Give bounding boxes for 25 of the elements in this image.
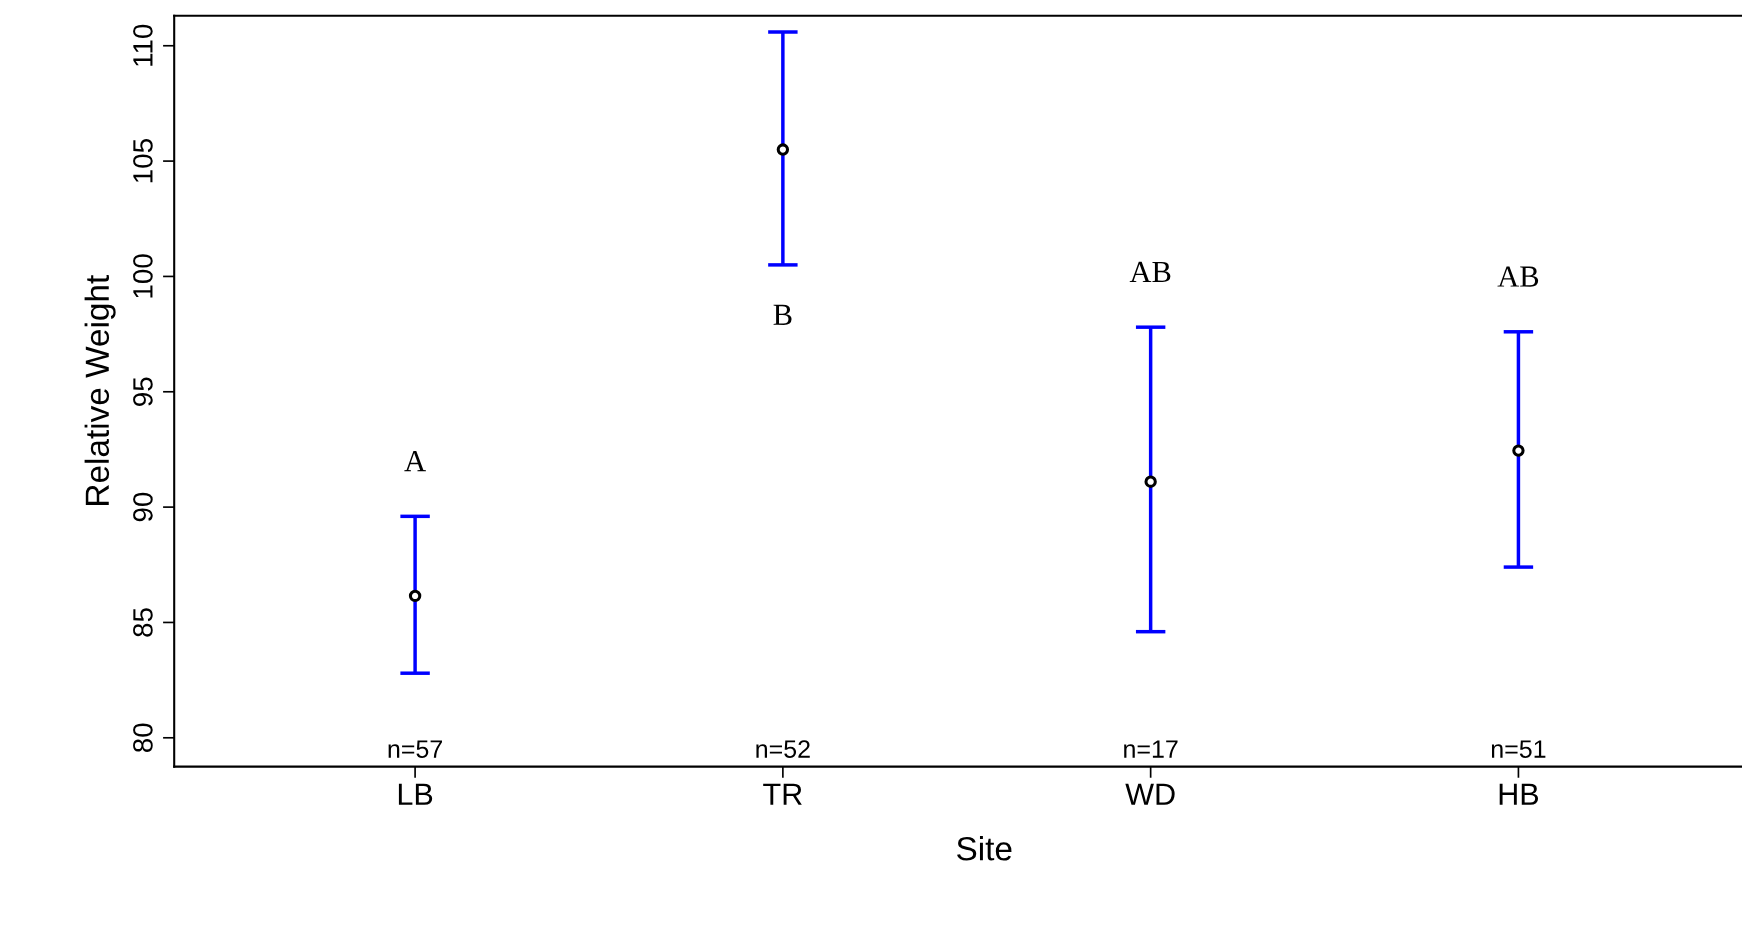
annotation: n=17 xyxy=(1124,740,1178,758)
annotation: n=52 xyxy=(756,740,810,758)
point xyxy=(1144,475,1157,488)
point xyxy=(1512,444,1525,457)
x-tick-label: WD xyxy=(1125,783,1175,805)
annotation: B xyxy=(773,304,792,325)
y-tick-label: 110 xyxy=(133,24,153,66)
y-tick-label: 95 xyxy=(133,377,153,406)
y-tick-label: 100 xyxy=(133,254,153,298)
x-axis-title: Site xyxy=(957,836,1012,861)
annotation: n=57 xyxy=(388,740,442,758)
annotation: AB xyxy=(1129,261,1171,283)
y-tick-label: 105 xyxy=(133,139,153,183)
annotation: A xyxy=(404,450,426,472)
y-tick-label: 85 xyxy=(133,608,153,637)
y-tick-label: 90 xyxy=(133,492,153,522)
y-axis-title: Relative Weight xyxy=(84,275,116,505)
annotation: n=51 xyxy=(1491,740,1546,758)
x-tick-label: HB xyxy=(1499,783,1539,805)
y-tick-label: 80 xyxy=(133,723,153,753)
x-tick-label: TR xyxy=(763,783,802,805)
point xyxy=(408,589,422,603)
x-tick-label: LB xyxy=(398,783,433,805)
annotation: AB xyxy=(1497,266,1539,287)
point xyxy=(776,143,790,156)
